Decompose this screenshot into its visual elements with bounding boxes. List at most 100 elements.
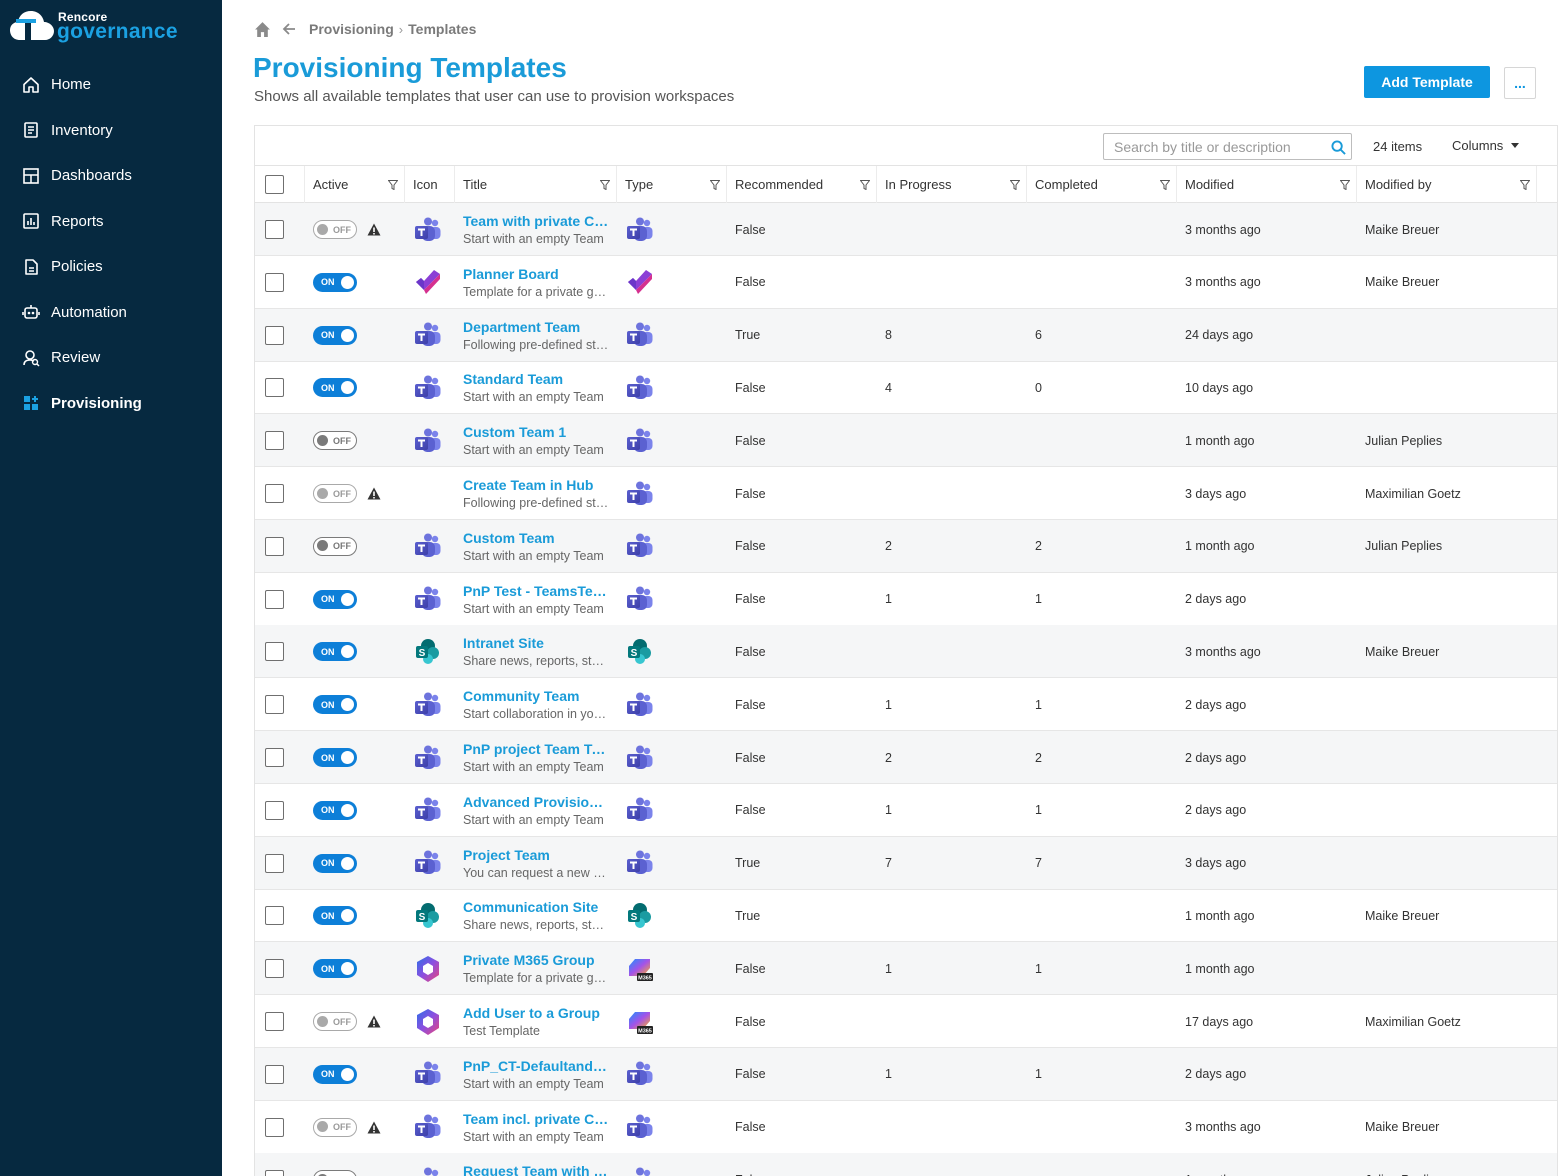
row-checkbox[interactable] [265,1012,284,1031]
template-title-link[interactable]: Request Team with Owner [463,1163,611,1176]
warning-icon[interactable] [367,1121,381,1134]
active-toggle[interactable]: ON [313,272,357,292]
active-toggle[interactable]: OFF [313,1012,357,1031]
row-checkbox[interactable] [265,378,284,398]
nav-item-automation[interactable]: Automation [0,290,222,336]
table-row[interactable]: OFF Custom Team Start with an empty Team Fa… [255,519,1557,573]
row-checkbox[interactable] [265,1117,284,1137]
row-checkbox[interactable] [265,220,284,239]
row-checkbox[interactable] [265,589,284,609]
column-label[interactable]: Modified by [1365,177,1432,192]
template-title-link[interactable]: Team incl. private Channel [463,1110,611,1127]
table-row[interactable]: ON Department Team Following pre-defined s… [255,308,1557,362]
filter-icon[interactable] [1340,180,1350,190]
table-row[interactable]: ON Planner Board Template for a private gr… [255,256,1557,309]
filter-icon[interactable] [1520,180,1530,190]
filter-icon[interactable] [388,180,398,190]
breadcrumb-provisioning[interactable]: Provisioning [309,21,394,37]
template-title-link[interactable]: Custom Team [463,529,555,546]
table-row[interactable]: OFF Add User to a Group Test Template M365 F… [255,995,1557,1048]
row-checkbox[interactable] [265,536,284,556]
row-checkbox[interactable] [265,325,284,345]
template-title-link[interactable]: Planner Board [463,265,559,282]
table-row[interactable]: ON Standard Team Start with an empty Team F… [255,361,1557,415]
nav-item-review[interactable]: Review [0,335,222,381]
active-toggle[interactable]: ON [313,800,357,820]
column-label[interactable]: Recommended [735,177,824,192]
add-template-button[interactable]: Add Template [1364,66,1490,98]
nav-item-home[interactable]: Home [0,62,222,108]
nav-item-reports[interactable]: Reports [0,199,222,245]
active-toggle[interactable]: ON [313,325,357,345]
template-title-link[interactable]: Team with private Channel [463,213,611,229]
table-row[interactable]: OFF Team with private Channel Start with a… [255,203,1557,256]
active-toggle[interactable]: OFF [313,1117,357,1137]
active-toggle[interactable]: ON [313,959,357,979]
column-label[interactable]: In Progress [885,177,952,192]
warning-icon[interactable] [367,487,381,500]
table-row[interactable]: ON Private M365 Group Template for a priva… [255,942,1557,996]
active-toggle[interactable]: ON [313,906,357,926]
filter-icon[interactable] [1010,180,1020,190]
row-checkbox[interactable] [265,1064,284,1084]
table-row[interactable]: OFF Custom Team 1 Start with an empty Team… [255,414,1557,468]
table-row[interactable]: ON Project Team You can request a new team… [255,836,1557,890]
active-toggle[interactable]: ON [313,589,357,609]
table-row[interactable]: OFF Team incl. private Channel Start with … [255,1101,1557,1154]
table-row[interactable]: ON S Intranet Site Share news, reports, sta… [255,625,1557,679]
more-options-button[interactable]: ... [1504,67,1536,99]
active-toggle[interactable]: ON [313,642,357,662]
template-title-link[interactable]: Department Team [463,318,581,335]
template-title-link[interactable]: Standard Team [463,371,564,388]
select-all-checkbox[interactable] [265,175,284,194]
filter-icon[interactable] [600,180,610,190]
filter-icon[interactable] [860,180,870,190]
row-checkbox[interactable] [265,748,284,767]
template-title-link[interactable]: Project Team [463,846,550,863]
template-title-link[interactable]: PnP project Team Test [463,741,611,757]
active-toggle[interactable]: ON [313,378,357,398]
row-checkbox[interactable] [265,695,284,715]
column-label[interactable]: Icon [413,177,438,192]
row-checkbox[interactable] [265,853,284,873]
back-arrow-icon[interactable] [281,21,297,37]
warning-icon[interactable] [367,1015,381,1028]
table-row[interactable]: ON PnP_CT-Defaultandmore Start with an emp… [255,1047,1557,1101]
template-title-link[interactable]: Private M365 Group [463,952,595,969]
template-title-link[interactable]: Custom Team 1 [463,424,567,441]
template-title-link[interactable]: Intranet Site [463,635,544,652]
active-toggle[interactable]: OFF [313,431,357,451]
search-input[interactable] [1103,133,1352,160]
active-toggle[interactable]: ON [313,695,357,715]
row-checkbox[interactable] [265,272,284,292]
template-title-link[interactable]: Advanced Provisioning Team [463,793,611,810]
row-checkbox[interactable] [265,800,284,820]
logo[interactable]: Rencore governance [10,6,210,46]
row-checkbox[interactable] [265,906,284,926]
column-label[interactable]: Completed [1035,177,1098,192]
template-title-link[interactable]: PnP_CT-Defaultandmore [463,1057,611,1074]
row-checkbox[interactable] [265,431,284,451]
home-icon[interactable] [254,21,271,38]
active-toggle[interactable]: OFF [313,1170,357,1176]
active-toggle[interactable]: ON [313,1064,357,1084]
table-row[interactable]: ON PnP Test - TeamsTemplate Start with an … [255,573,1557,626]
column-label[interactable]: Modified [1185,177,1235,192]
template-title-link[interactable]: Communication Site [463,899,599,916]
filter-icon[interactable] [1160,180,1170,190]
nav-item-policies[interactable]: Policies [0,244,222,290]
active-toggle[interactable]: ON [313,853,357,873]
table-row[interactable]: ON Community Team Start collaboration in y… [255,678,1557,732]
row-checkbox[interactable] [265,1170,284,1176]
column-label[interactable]: Type [625,177,654,192]
table-row[interactable]: ON Advanced Provisioning Team Start with a… [255,784,1557,837]
template-title-link[interactable]: Create Team in Hub [463,477,594,493]
table-row[interactable]: ON PnP project Team Test Start with an emp… [255,731,1557,784]
template-title-link[interactable]: Add User to a Group [463,1005,600,1021]
active-toggle[interactable]: OFF [313,220,357,239]
row-checkbox[interactable] [265,484,284,503]
template-title-link[interactable]: Community Team [463,688,580,705]
warning-icon[interactable] [367,223,381,236]
table-row[interactable]: ON S Communication Site Share news, reports… [255,889,1557,943]
template-title-link[interactable]: PnP Test - TeamsTemplate [463,582,611,599]
